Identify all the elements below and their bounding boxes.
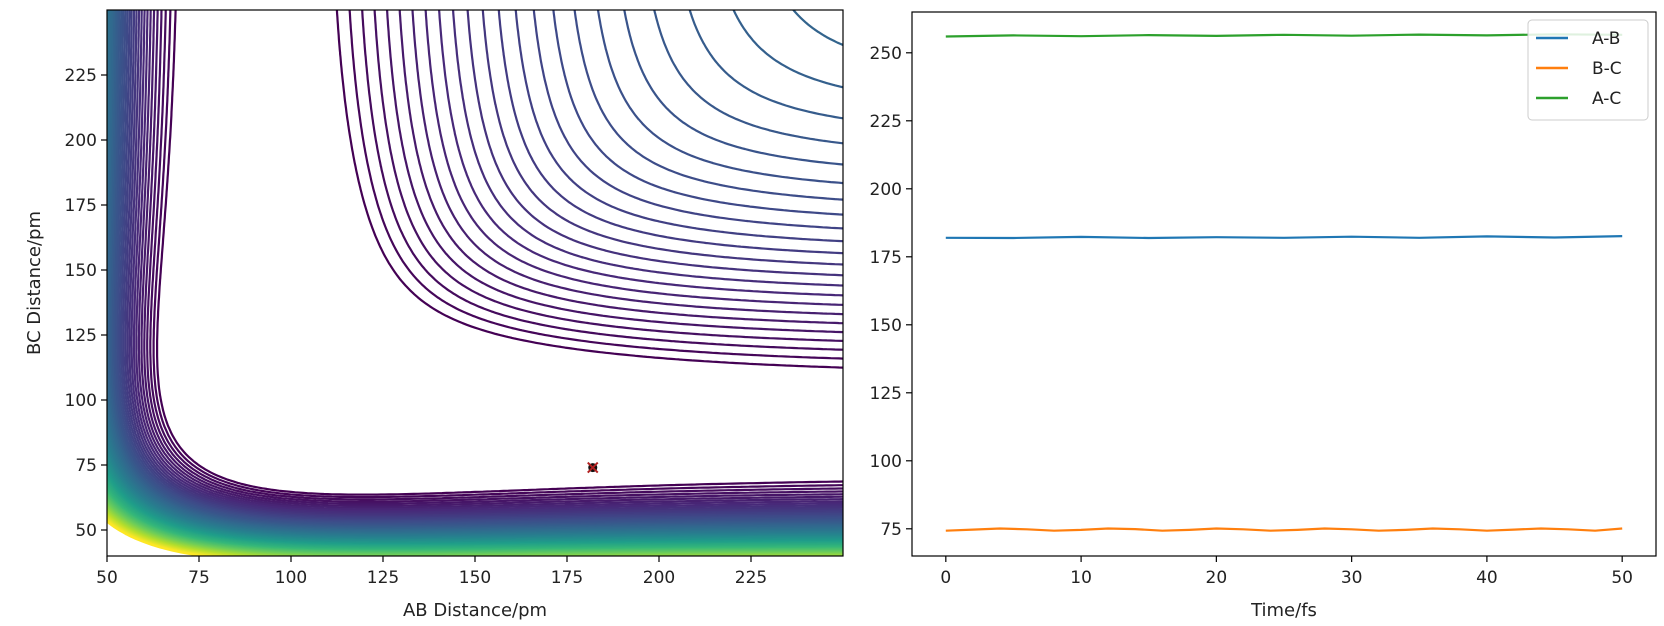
contour-level bbox=[124, 10, 843, 519]
contour-level bbox=[135, 10, 843, 511]
left-x-ticks: 50 75 100 125 150 175 200 225 bbox=[96, 556, 767, 588]
left-plot-frame bbox=[106, 9, 844, 557]
y-tick-label: 250 bbox=[870, 44, 902, 64]
legend: A-B B-C A-C bbox=[1527, 19, 1649, 121]
left-y-axis-label: BC Distance/pm bbox=[24, 211, 45, 355]
y-tick-label: 225 bbox=[870, 112, 902, 132]
contour-level bbox=[140, 10, 843, 507]
current-position-marker bbox=[587, 461, 599, 474]
contour-level bbox=[113, 10, 843, 527]
right-y-ticks: 75 100 125 150 175 200 225 250 bbox=[870, 44, 912, 540]
legend-label-b-c: B-C bbox=[1592, 59, 1622, 79]
contour-level bbox=[152, 10, 843, 499]
y-tick-label: 125 bbox=[870, 384, 902, 404]
series-lines bbox=[945, 33, 1623, 532]
legend-label-a-b: A-B bbox=[1592, 29, 1620, 49]
right-x-axis-label: Time/fs bbox=[1250, 600, 1317, 621]
contour-level bbox=[132, 10, 843, 512]
y-tick-label: 75 bbox=[880, 520, 902, 540]
contour-level bbox=[122, 10, 843, 520]
y-tick-label: 175 bbox=[65, 196, 97, 216]
contour-level bbox=[149, 10, 843, 501]
y-tick-label: 175 bbox=[870, 248, 902, 268]
contour-level bbox=[120, 10, 843, 521]
contour-level bbox=[118, 10, 843, 523]
x-tick-label: 75 bbox=[188, 568, 210, 588]
x-tick-label: 0 bbox=[940, 568, 951, 588]
contour-level bbox=[114, 10, 843, 525]
y-tick-label: 50 bbox=[75, 521, 97, 541]
y-tick-label: 200 bbox=[870, 180, 902, 200]
x-tick-label: 40 bbox=[1476, 568, 1498, 588]
y-tick-label: 200 bbox=[65, 131, 97, 151]
contour-lines bbox=[107, 10, 843, 556]
contour-level bbox=[128, 10, 843, 516]
y-tick-label: 225 bbox=[65, 66, 97, 86]
contour-level bbox=[126, 10, 843, 517]
contour-level bbox=[111, 10, 843, 528]
y-tick-label: 150 bbox=[870, 316, 902, 336]
contour-level bbox=[130, 10, 843, 514]
x-tick-label: 150 bbox=[459, 568, 491, 588]
contour-level bbox=[146, 10, 843, 503]
right-x-ticks: 0 10 20 30 40 50 bbox=[940, 556, 1633, 588]
contour-panel: 50 75 100 125 150 175 200 225 50 75 100 125 150 175 2… bbox=[24, 9, 844, 621]
contour-level bbox=[107, 10, 843, 535]
x-tick-label: 50 bbox=[1611, 568, 1633, 588]
contour-level bbox=[143, 10, 843, 505]
contour-level bbox=[116, 10, 843, 524]
series-line-a-c bbox=[945, 33, 1623, 38]
left-y-ticks: 50 75 100 125 150 175 200 225 bbox=[65, 66, 107, 541]
x-tick-label: 30 bbox=[1341, 568, 1363, 588]
x-tick-label: 100 bbox=[275, 568, 307, 588]
distance-time-panel: 0 10 20 30 40 50 75 100 125 150 175 200 225 250 Time… bbox=[870, 11, 1657, 621]
right-plot-frame bbox=[911, 11, 1657, 557]
y-tick-label: 100 bbox=[65, 391, 97, 411]
contour-level bbox=[107, 10, 843, 533]
y-tick-label: 75 bbox=[75, 456, 97, 476]
y-tick-label: 100 bbox=[870, 452, 902, 472]
x-tick-label: 20 bbox=[1206, 568, 1228, 588]
x-tick-label: 125 bbox=[367, 568, 399, 588]
series-line-b-c bbox=[945, 527, 1623, 532]
series-line-a-b bbox=[945, 235, 1623, 240]
marker-cross bbox=[587, 461, 599, 474]
x-tick-label: 175 bbox=[551, 568, 583, 588]
contour-level bbox=[107, 10, 843, 532]
y-tick-label: 125 bbox=[65, 326, 97, 346]
contour-level bbox=[107, 520, 204, 556]
x-tick-label: 50 bbox=[96, 568, 118, 588]
legend-label-a-c: A-C bbox=[1592, 89, 1621, 109]
x-tick-label: 10 bbox=[1070, 568, 1092, 588]
contour-level bbox=[156, 10, 843, 496]
left-x-axis-label: AB Distance/pm bbox=[403, 600, 547, 621]
contour-level bbox=[107, 10, 843, 534]
y-tick-label: 150 bbox=[65, 261, 97, 281]
contour-level bbox=[137, 10, 843, 509]
x-tick-label: 225 bbox=[735, 568, 767, 588]
legend-box bbox=[1527, 19, 1649, 121]
x-tick-label: 200 bbox=[643, 568, 675, 588]
